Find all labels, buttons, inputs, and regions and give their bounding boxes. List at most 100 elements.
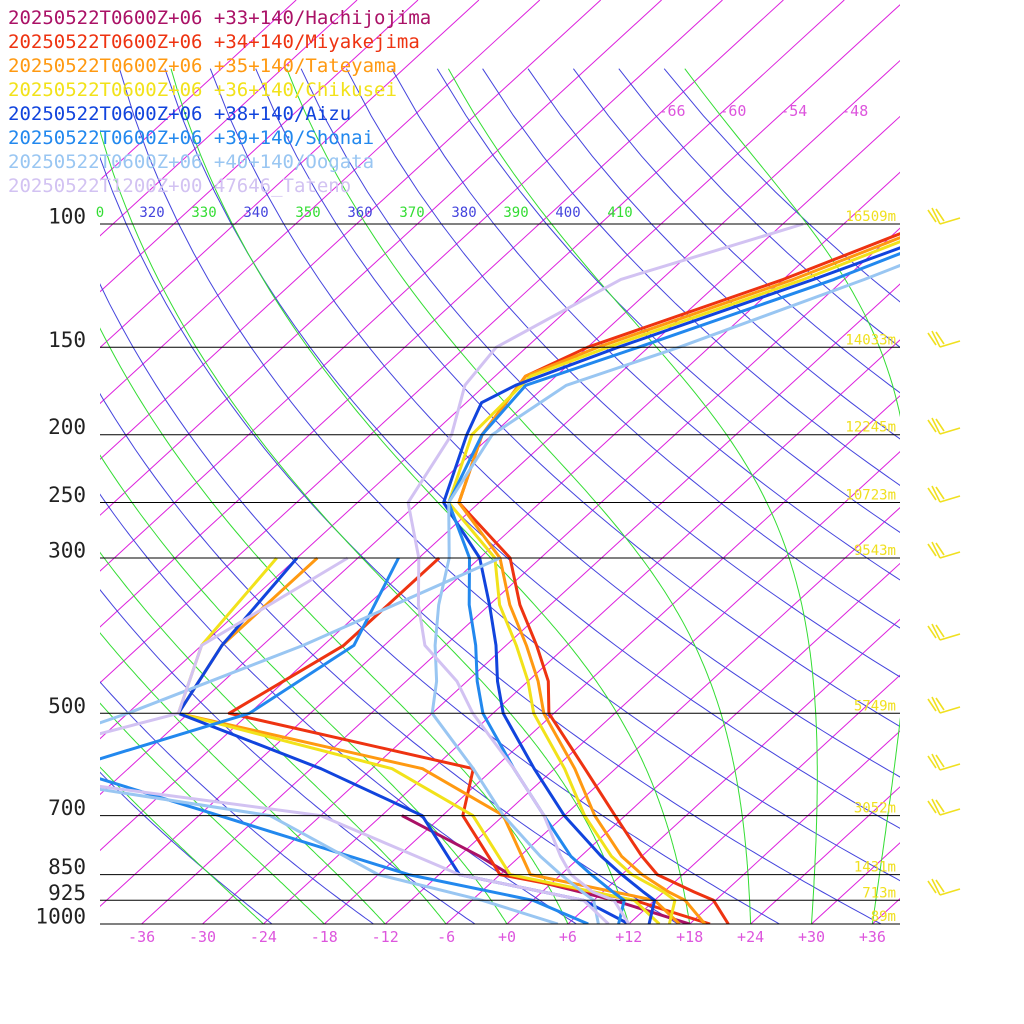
wind-barb: [927, 485, 961, 503]
isotherm-line: [100, 0, 602, 461]
height-label: 713m: [862, 885, 896, 901]
height-label: 89m: [871, 909, 896, 925]
wind-barb: [927, 417, 961, 435]
theta-label: 330: [191, 205, 216, 221]
isotherm-line: [100, 0, 662, 516]
pressure-tick-label: 1000: [35, 905, 86, 929]
theta-label: 0: [96, 205, 104, 221]
wind-barb-stroke: [927, 753, 961, 771]
height-label: 10723m: [845, 488, 896, 504]
dewpoint-profile-line: [176, 557, 630, 924]
wind-barb-stroke: [927, 330, 961, 348]
temperature-profile-line: [430, 263, 900, 924]
upper-temperature-label: -66: [658, 102, 685, 120]
dewpoint-profile-line: [100, 556, 559, 924]
isotherm-line: [811, 842, 900, 924]
isotherm-line: [100, 59, 900, 796]
moist-adiabat-line: [286, 68, 752, 924]
dry-adiabat-line: [255, 68, 900, 728]
temperature-tick-label: -36: [128, 928, 155, 946]
theta-label: 400: [555, 205, 580, 221]
temperature-profile-line: [457, 236, 900, 924]
theta-label: 380: [451, 205, 476, 221]
temperature-tick-label: +24: [737, 928, 764, 946]
upper-temperature-label: -48: [841, 102, 868, 120]
legend-entry: 20250522T0600Z+06 +39+140/Shonai: [8, 127, 374, 149]
pressure-tick-label: 300: [48, 538, 86, 562]
temperature-tick-label: +30: [798, 928, 825, 946]
upper-temperature-label: -54: [780, 102, 807, 120]
wind-barb: [927, 207, 961, 225]
wind-barb: [927, 798, 961, 816]
moist-adiabat-line: [100, 454, 508, 924]
isotherm-line: [202, 283, 900, 924]
dry-adiabat-line: [391, 68, 900, 581]
wind-barb-stroke: [927, 541, 961, 559]
pressure-tick-label: 700: [48, 796, 86, 820]
isotherm-line: [567, 618, 900, 924]
theta-label: 370: [399, 205, 424, 221]
temperature-tick-label: -30: [189, 928, 216, 946]
dry-adiabat-line: [164, 68, 900, 829]
height-label: 1431m: [854, 860, 896, 876]
legend-entry: 20250522T0600Z+06 +36+140/Chikusei: [8, 79, 397, 101]
isotherm-line: [141, 227, 900, 924]
profile-layer: [100, 222, 900, 924]
temperature-tick-label: -24: [250, 928, 277, 946]
legend-entry: 20250522T0600Z+06 +35+140/Tateyama: [8, 55, 397, 77]
wind-barb-stroke: [927, 623, 961, 641]
temperature-tick-label: +18: [676, 928, 703, 946]
legend-entry: 20250522T1200Z+00 47646_Tateno: [8, 175, 351, 197]
temperature-profile-line: [447, 240, 900, 924]
pressure-tick-label: 200: [48, 415, 86, 439]
dry-adiabat-line: [100, 681, 374, 924]
isotherm-line: [100, 0, 845, 684]
temperature-tick-label: -12: [372, 928, 399, 946]
temperature-profile-line: [447, 251, 900, 924]
pressure-tick-label: 250: [48, 483, 86, 507]
wind-barb-stroke: [927, 417, 961, 435]
isotherm-line: [100, 0, 723, 572]
theta-label: 350: [295, 205, 320, 221]
legend-entry: 20250522T0600Z+06 +40+140/Oogata: [8, 151, 374, 173]
theta-label: 360: [347, 205, 372, 221]
isotherm-line: [872, 898, 900, 924]
wind-barb-stroke: [927, 696, 961, 714]
wind-barb: [927, 623, 961, 641]
dry-adiabat-line: [300, 68, 900, 678]
wind-barb-stroke: [927, 798, 961, 816]
isotherm-line: [506, 562, 900, 924]
wind-barb: [927, 878, 961, 896]
temperature-profile-line: [406, 222, 804, 924]
theta-label: 340: [243, 205, 268, 221]
wind-barb: [927, 696, 961, 714]
dry-adiabat-line: [482, 68, 900, 486]
isotherm-line: [750, 786, 900, 924]
wind-barb-stroke: [927, 485, 961, 503]
dry-adiabat-line: [618, 68, 900, 348]
temperature-tick-label: -6: [437, 928, 455, 946]
isotherm-line: [689, 730, 900, 924]
dry-adiabat-line: [100, 392, 679, 924]
moist-adiabat-line: [100, 766, 264, 924]
legend-entry: 20250522T0600Z+06 +38+140/Aizu: [8, 103, 351, 125]
height-label: 5749m: [854, 698, 896, 714]
moist-adiabat-line: [100, 129, 630, 924]
wind-barb: [927, 753, 961, 771]
moist-adiabat-line: [684, 68, 900, 924]
dewpoint-profile-line: [100, 556, 610, 924]
pressure-tick-label: 925: [48, 881, 86, 905]
temperature-tick-label: +36: [859, 928, 886, 946]
pressure-tick-label: 500: [48, 694, 86, 718]
wind-barb: [927, 541, 961, 559]
dewpoint-profile-line: [100, 557, 589, 924]
isotherm-line: [323, 395, 900, 924]
legend-entry: 20250522T0600Z+06 +34+140/Miyakejima: [8, 31, 420, 53]
pressure-tick-label: 850: [48, 855, 86, 879]
height-label: 3052m: [854, 801, 896, 817]
isotherm-line: [100, 0, 784, 628]
pressure-tick-label: 100: [48, 205, 86, 229]
wind-barbs: [927, 207, 961, 896]
moist-adiabat-line: [447, 68, 818, 924]
